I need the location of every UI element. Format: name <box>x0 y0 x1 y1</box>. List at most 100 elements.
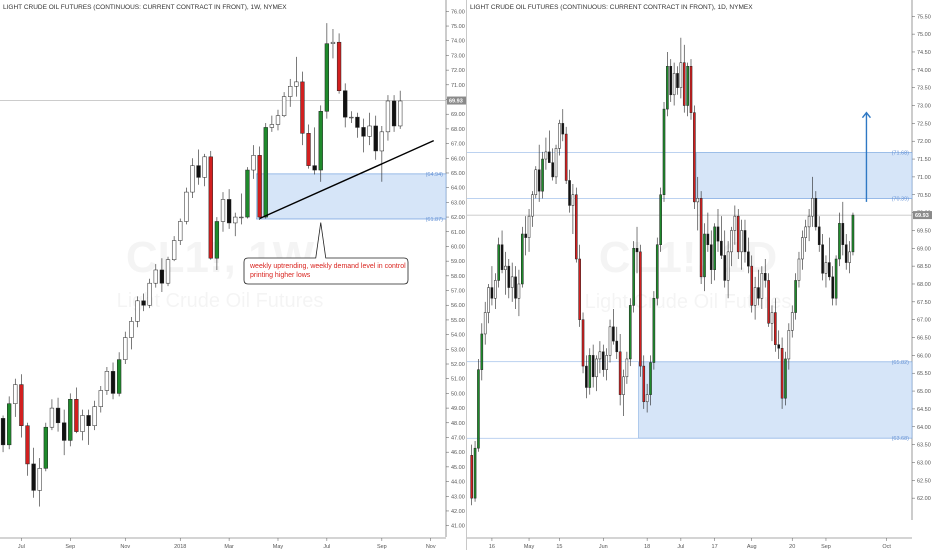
time-tick-label: Jul <box>18 544 25 550</box>
candle-body <box>373 125 378 152</box>
price-tick-label: 65.00 <box>451 171 465 177</box>
candle <box>828 237 831 281</box>
price-tick-label: 66.00 <box>917 353 931 359</box>
candle-body <box>794 280 797 313</box>
candle-body <box>521 233 524 285</box>
candle <box>740 219 743 270</box>
candle-body <box>202 156 207 178</box>
annotation-text: printing higher lows <box>250 272 311 279</box>
candle <box>554 144 558 185</box>
candle-body <box>43 426 48 469</box>
candle-body <box>588 355 592 388</box>
price-tick-label: 73.00 <box>451 53 465 59</box>
candle <box>642 355 646 409</box>
candle <box>817 216 821 252</box>
price-tick-label: 61.00 <box>451 230 465 236</box>
candle <box>804 219 808 252</box>
price-tick-label: 63.00 <box>451 200 465 206</box>
candle-body <box>720 240 723 256</box>
weekly-chart-panel[interactable]: CL1!, 1W Light Crude Oil Futures 41.00 42.0… <box>0 0 466 550</box>
candle <box>625 351 629 384</box>
candle-body <box>612 326 615 342</box>
candle <box>165 256 171 287</box>
daily-chart-panel[interactable]: CL1!, 1D Light Crude Oil Futures 62.00 62.5… <box>467 0 932 550</box>
price-tick-label: 64.00 <box>917 425 931 431</box>
candle-body <box>824 262 828 274</box>
candle-body <box>763 273 767 281</box>
candle <box>689 59 693 120</box>
candle-body <box>165 259 171 284</box>
candle <box>281 92 287 118</box>
candle <box>171 236 177 262</box>
time-tick-label: Sep <box>821 544 831 550</box>
price-tick-label: 71.00 <box>451 83 465 89</box>
candle-body <box>686 66 689 106</box>
candle-body <box>318 111 323 171</box>
candle-body <box>618 351 622 395</box>
candle <box>730 226 733 267</box>
candle-body <box>666 66 669 110</box>
candle <box>750 255 754 313</box>
candle <box>251 145 256 179</box>
candle-body <box>669 66 673 96</box>
candle <box>736 209 740 259</box>
candle <box>373 115 378 160</box>
candle-body <box>514 276 517 299</box>
price-tick-label: 44.00 <box>451 480 465 486</box>
candle-body <box>135 300 140 322</box>
candle-body <box>68 399 73 441</box>
candle-body <box>19 384 24 426</box>
candle-body <box>851 214 855 253</box>
candle <box>639 244 642 377</box>
demand-zone-bottom-label: (61.87) <box>426 217 444 223</box>
candle-body <box>632 248 635 306</box>
candle <box>787 323 791 370</box>
demand-zone-box <box>638 361 913 439</box>
price-tick-label: 51.00 <box>451 377 465 383</box>
candle-body <box>740 230 743 253</box>
candle-body <box>306 133 311 166</box>
candle-body <box>659 194 662 245</box>
candle-body <box>104 371 110 391</box>
candle <box>391 95 397 132</box>
price-tick-label: 69.00 <box>917 246 931 252</box>
price-tick-label: 45.00 <box>451 465 465 471</box>
price-tick-label: 73.00 <box>917 104 931 110</box>
candle-body <box>844 244 848 263</box>
candle <box>632 241 635 313</box>
candle <box>588 348 592 395</box>
candle-body <box>821 244 824 274</box>
time-tick-label: 2018 <box>174 544 186 550</box>
candle <box>598 341 602 374</box>
candle-body <box>257 155 262 218</box>
candle <box>153 264 158 288</box>
time-tick-label: Sep <box>377 544 387 550</box>
candle-body <box>510 276 514 288</box>
price-tick-label: 63.50 <box>917 443 931 449</box>
candle-body <box>239 216 244 219</box>
candle <box>490 266 494 306</box>
price-tick-label: 64.50 <box>917 407 931 413</box>
candle-body <box>110 371 116 394</box>
candle-body <box>777 344 781 349</box>
candle-body <box>585 365 588 388</box>
candle <box>568 169 571 213</box>
candle <box>561 109 565 142</box>
candle <box>645 383 649 413</box>
candle-body <box>477 369 480 449</box>
candle-body <box>736 215 740 253</box>
price-tick-label: 66.00 <box>451 156 465 162</box>
candle-body <box>676 73 679 88</box>
candle-body <box>487 287 490 313</box>
candle-body <box>703 233 706 278</box>
candle <box>777 330 781 359</box>
candle-body <box>336 41 342 91</box>
candle <box>699 191 703 284</box>
price-tick-label: 42.00 <box>451 509 465 515</box>
candle <box>31 447 36 498</box>
price-tick-label: 68.50 <box>917 264 931 270</box>
panel-divider <box>466 0 467 550</box>
price-tick-label: 65.00 <box>917 389 931 395</box>
